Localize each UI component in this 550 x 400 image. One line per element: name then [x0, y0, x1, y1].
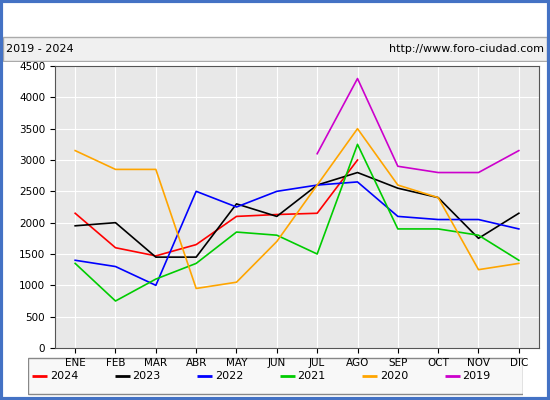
FancyBboxPatch shape — [3, 37, 547, 61]
Text: Evolucion Nº Turistas Nacionales en el municipio de Tremp: Evolucion Nº Turistas Nacionales en el m… — [56, 12, 494, 24]
Text: 2021: 2021 — [298, 371, 326, 381]
Text: 2020: 2020 — [379, 371, 408, 381]
Text: 2022: 2022 — [214, 371, 243, 381]
Text: 2024: 2024 — [50, 371, 78, 381]
Text: http://www.foro-ciudad.com: http://www.foro-ciudad.com — [389, 44, 544, 54]
Text: 2019 - 2024: 2019 - 2024 — [6, 44, 73, 54]
FancyBboxPatch shape — [28, 358, 522, 394]
Text: 2019: 2019 — [462, 371, 491, 381]
Text: 2023: 2023 — [133, 371, 161, 381]
